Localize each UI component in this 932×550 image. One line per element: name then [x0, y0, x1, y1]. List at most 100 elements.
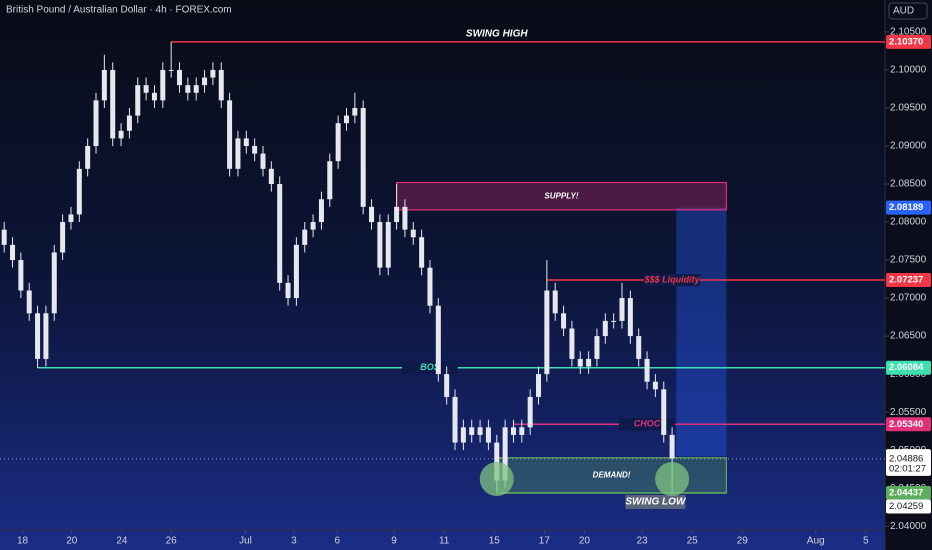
candle-body: [661, 389, 667, 435]
x-tick-label: 5: [863, 536, 869, 547]
candle-body: [644, 358, 650, 382]
x-tick-label: 25: [687, 536, 699, 547]
candle-body: [218, 69, 224, 101]
candle-body: [101, 69, 107, 101]
candle-body: [51, 252, 57, 314]
candle-body: [510, 427, 516, 435]
candle-body: [26, 290, 32, 314]
y-tick-label: 2.07000: [890, 293, 927, 304]
candle-body: [277, 184, 283, 283]
y-tick-label: 2.09500: [890, 103, 927, 114]
candle-body: [444, 374, 450, 397]
candle-body: [285, 282, 291, 299]
zone: [395, 181, 727, 211]
y-tick-label: 2.09000: [890, 141, 927, 152]
currency[interactable]: AUD: [893, 6, 914, 17]
x-tick-label: 29: [737, 536, 749, 547]
candle-body: [35, 313, 41, 359]
candle-body: [93, 100, 99, 146]
x-tick-label: 20: [579, 536, 591, 547]
candle-body: [527, 396, 533, 428]
x-tick-label: 9: [391, 536, 397, 547]
price-badge-label: 2.07237: [889, 275, 923, 286]
candle-body: [544, 290, 550, 375]
candle-body: [502, 427, 508, 481]
candle-body: [586, 358, 592, 367]
candle-body: [327, 161, 333, 200]
candle-body: [452, 396, 458, 443]
price-badge-label: 2.06084: [889, 362, 924, 373]
position-box: [676, 207, 727, 457]
candle-body: [252, 145, 258, 154]
candle-body: [202, 77, 208, 86]
y-tick-label: 2.10500: [890, 27, 927, 38]
x-tick-label: 24: [116, 536, 128, 547]
candle-body: [235, 138, 241, 169]
candle-body: [135, 85, 141, 116]
x-tick-label: 6: [335, 536, 341, 547]
y-tick-label: 2.04000: [890, 521, 927, 532]
x-tick-label: 11: [439, 536, 450, 547]
candle-body: [552, 290, 558, 314]
level-label-bg: [401, 361, 458, 374]
candle-body: [602, 320, 608, 337]
candle-body: [469, 427, 475, 435]
candle-body: [76, 168, 82, 215]
y-tick-label: 2.06500: [890, 331, 927, 342]
candle-body: [243, 138, 249, 146]
candle-body: [335, 123, 341, 162]
candle-body: [577, 358, 583, 367]
marker-circle: [479, 462, 514, 497]
candle-body: [310, 222, 316, 230]
marker-circle: [655, 462, 690, 497]
level-label: CHOC: [634, 419, 661, 429]
price-badge: [886, 485, 931, 500]
candle-body: [477, 427, 483, 435]
countdown: 02:01:27: [889, 463, 926, 474]
candle-body: [435, 305, 441, 375]
candle-body: [318, 199, 324, 223]
price-badge: [886, 451, 931, 476]
y-tick-label: 2.10000: [890, 65, 927, 76]
candle-body: [343, 115, 349, 124]
zone-label: SUPPLY!: [544, 191, 578, 200]
x-tick-label: 15: [489, 536, 501, 547]
candle-body: [636, 336, 642, 359]
candle-body: [619, 298, 625, 321]
y-tick-label: 2.07500: [890, 255, 927, 266]
candle-body: [494, 442, 500, 481]
price-badge-label: 2.05340: [889, 419, 923, 430]
candle-body: [260, 153, 266, 169]
price-badge-label: 2.04259: [889, 501, 923, 512]
candle-body: [118, 130, 124, 139]
candle-body: [193, 85, 199, 93]
candle-body: [402, 206, 408, 230]
x-tick-label: 3: [291, 536, 297, 547]
x-tick-label: 26: [166, 536, 178, 547]
price-badge-label: 2.10370: [889, 36, 923, 47]
candle-body: [377, 222, 383, 268]
level-label-bg: [619, 418, 676, 431]
zone-label: DEMAND!: [593, 470, 631, 479]
candle-body: [369, 206, 375, 223]
candle-body: [352, 107, 358, 116]
price-badge: [886, 360, 931, 375]
x-tick-label: Jul: [239, 536, 252, 547]
x-tick-label: Aug: [807, 536, 825, 547]
level-label: SWING HIGH: [466, 28, 528, 39]
price-badge: [886, 273, 931, 288]
candle-body: [126, 115, 132, 131]
y-tick-label: 2.05500: [890, 407, 927, 418]
price-badge: [886, 499, 931, 514]
candle-body: [394, 206, 400, 223]
currency-box[interactable]: [888, 2, 928, 20]
level-label: BOS: [420, 362, 440, 372]
candle-body: [594, 336, 600, 359]
candle-body: [60, 222, 66, 253]
level-label: $$$ Liquidity: [644, 274, 701, 284]
candle-body: [151, 92, 157, 101]
x-tick-label: 23: [636, 536, 648, 547]
candle-body: [85, 145, 91, 169]
